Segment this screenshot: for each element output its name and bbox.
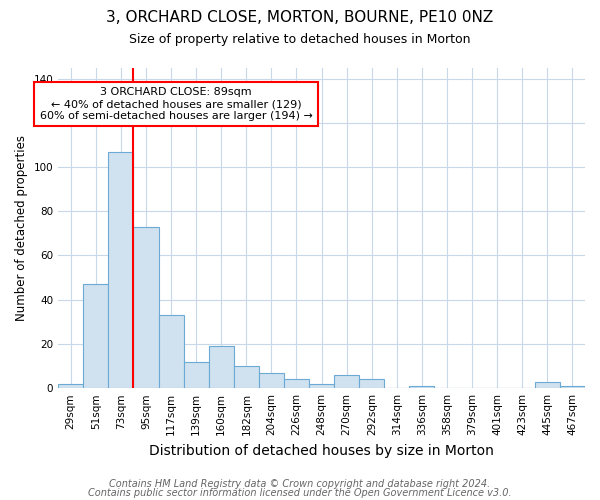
X-axis label: Distribution of detached houses by size in Morton: Distribution of detached houses by size … (149, 444, 494, 458)
Bar (535, 382, 560, 388)
Y-axis label: Number of detached properties: Number of detached properties (15, 135, 28, 321)
Bar (133, 226, 158, 388)
Bar (309, 384, 334, 388)
Text: Contains public sector information licensed under the Open Government Licence v3: Contains public sector information licen… (88, 488, 512, 498)
Bar (334, 375, 359, 388)
Text: Contains HM Land Registry data © Crown copyright and database right 2024.: Contains HM Land Registry data © Crown c… (109, 479, 491, 489)
Bar (209, 346, 234, 388)
Bar (259, 372, 284, 388)
Bar (109, 152, 133, 388)
Text: 3 ORCHARD CLOSE: 89sqm
← 40% of detached houses are smaller (129)
60% of semi-de: 3 ORCHARD CLOSE: 89sqm ← 40% of detached… (40, 88, 313, 120)
Bar (83, 284, 109, 388)
Bar (359, 380, 385, 388)
Bar (184, 362, 209, 388)
Text: 3, ORCHARD CLOSE, MORTON, BOURNE, PE10 0NZ: 3, ORCHARD CLOSE, MORTON, BOURNE, PE10 0… (106, 10, 494, 25)
Bar (560, 386, 585, 388)
Bar (58, 384, 83, 388)
Bar (409, 386, 434, 388)
Bar (158, 315, 184, 388)
Bar (284, 380, 309, 388)
Bar (234, 366, 259, 388)
Text: Size of property relative to detached houses in Morton: Size of property relative to detached ho… (129, 32, 471, 46)
